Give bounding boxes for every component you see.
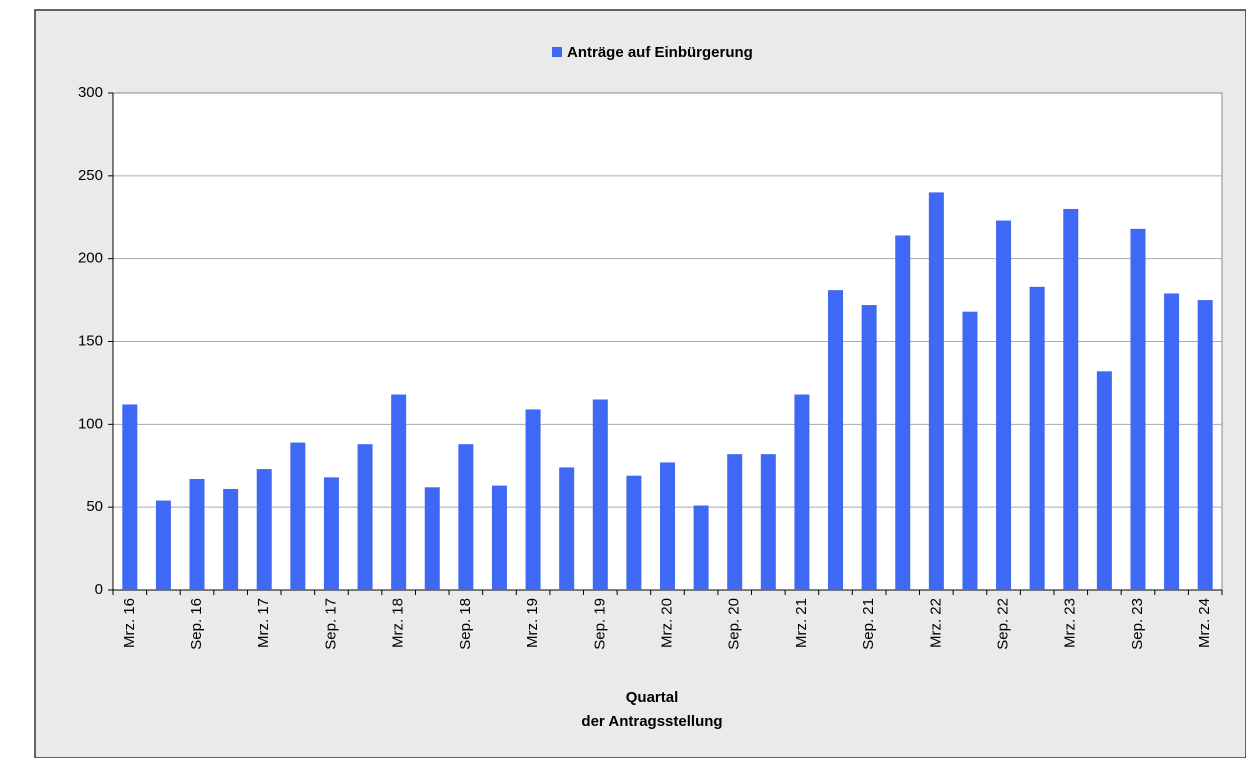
x-tick-label: Mrz. 20 <box>658 598 675 648</box>
bar <box>626 475 642 590</box>
bar <box>1197 300 1213 590</box>
bar <box>1164 293 1180 590</box>
y-tick-label: 300 <box>78 84 103 101</box>
y-tick-label: 100 <box>78 415 103 432</box>
x-tick-label: Mrz. 19 <box>524 598 541 648</box>
x-tick-label: Mrz. 17 <box>255 598 272 648</box>
x-tick-label: Sep. 21 <box>860 598 877 650</box>
bar <box>424 487 440 590</box>
bar <box>458 444 474 590</box>
bar <box>996 220 1012 590</box>
bar <box>323 477 339 590</box>
bar <box>660 462 675 590</box>
x-tick-label: Mrz. 18 <box>390 598 407 648</box>
bar <box>828 290 844 590</box>
x-tick-label: Sep. 18 <box>457 598 474 650</box>
bar <box>1096 371 1112 590</box>
x-tick-label: Sep. 22 <box>995 598 1012 650</box>
bar <box>357 444 373 590</box>
x-axis-title: der Antragsstellung <box>581 713 722 730</box>
bar <box>760 454 776 590</box>
y-tick-label: 0 <box>95 581 103 598</box>
bar <box>525 409 541 590</box>
bar <box>592 399 608 590</box>
bar <box>491 485 507 590</box>
x-tick-label: Mrz. 24 <box>1196 598 1213 648</box>
bar <box>559 467 575 590</box>
bar <box>189 479 205 590</box>
bar <box>693 505 709 590</box>
bar <box>155 500 171 590</box>
x-tick-label: Sep. 20 <box>726 598 743 650</box>
bar <box>1063 208 1079 590</box>
bar <box>1029 286 1045 590</box>
bar <box>727 454 743 590</box>
bar <box>122 404 138 590</box>
y-tick-label: 150 <box>78 332 103 349</box>
bar <box>1130 228 1146 590</box>
bar <box>391 394 407 590</box>
x-tick-label: Sep. 16 <box>188 598 205 650</box>
bar <box>256 469 272 590</box>
x-axis-title: Quartal <box>626 689 679 706</box>
x-tick-label: Mrz. 21 <box>793 598 810 648</box>
legend-label: Anträge auf Einbürgerung <box>567 44 753 61</box>
x-tick-label: Mrz. 23 <box>1062 598 1079 648</box>
x-tick-label: Sep. 17 <box>322 598 339 650</box>
bar <box>928 192 944 590</box>
legend-swatch <box>552 47 562 57</box>
y-tick-label: 50 <box>86 498 103 515</box>
bar <box>962 311 978 590</box>
y-tick-label: 250 <box>78 167 103 184</box>
bar <box>895 235 911 590</box>
x-tick-label: Mrz. 22 <box>927 598 944 648</box>
x-tick-label: Sep. 19 <box>591 598 608 650</box>
bar <box>223 488 239 590</box>
bar <box>290 442 306 590</box>
y-tick-label: 200 <box>78 250 103 267</box>
x-tick-label: Sep. 23 <box>1129 598 1146 650</box>
x-tick-label: Mrz. 16 <box>121 598 138 648</box>
bar <box>794 394 810 590</box>
bar <box>861 305 877 590</box>
